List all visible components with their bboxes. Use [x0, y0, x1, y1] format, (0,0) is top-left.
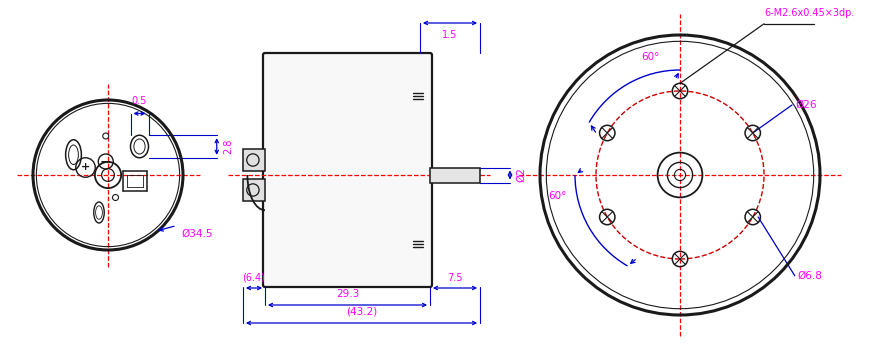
Text: Ø26: Ø26 [795, 100, 817, 110]
FancyBboxPatch shape [243, 149, 265, 171]
Text: 2.8: 2.8 [223, 139, 232, 154]
Text: −: − [100, 154, 112, 168]
Text: 29.3: 29.3 [336, 289, 359, 299]
Text: 0.5: 0.5 [132, 97, 147, 106]
Text: (43.2): (43.2) [346, 306, 378, 316]
Text: 6-M2.6x0.45×3dp.: 6-M2.6x0.45×3dp. [764, 8, 854, 18]
Text: Ø34.5: Ø34.5 [182, 229, 213, 238]
Text: 60°: 60° [642, 52, 660, 62]
Text: 60°: 60° [548, 191, 567, 201]
FancyBboxPatch shape [263, 53, 432, 287]
Text: Ø6.8: Ø6.8 [798, 271, 823, 281]
Text: Ø2: Ø2 [516, 168, 526, 182]
Text: (6.4): (6.4) [243, 273, 266, 283]
FancyBboxPatch shape [243, 179, 265, 201]
Text: 1.5: 1.5 [443, 30, 458, 40]
FancyBboxPatch shape [430, 168, 480, 182]
Text: 7.5: 7.5 [447, 273, 463, 283]
Text: +: + [81, 162, 90, 173]
